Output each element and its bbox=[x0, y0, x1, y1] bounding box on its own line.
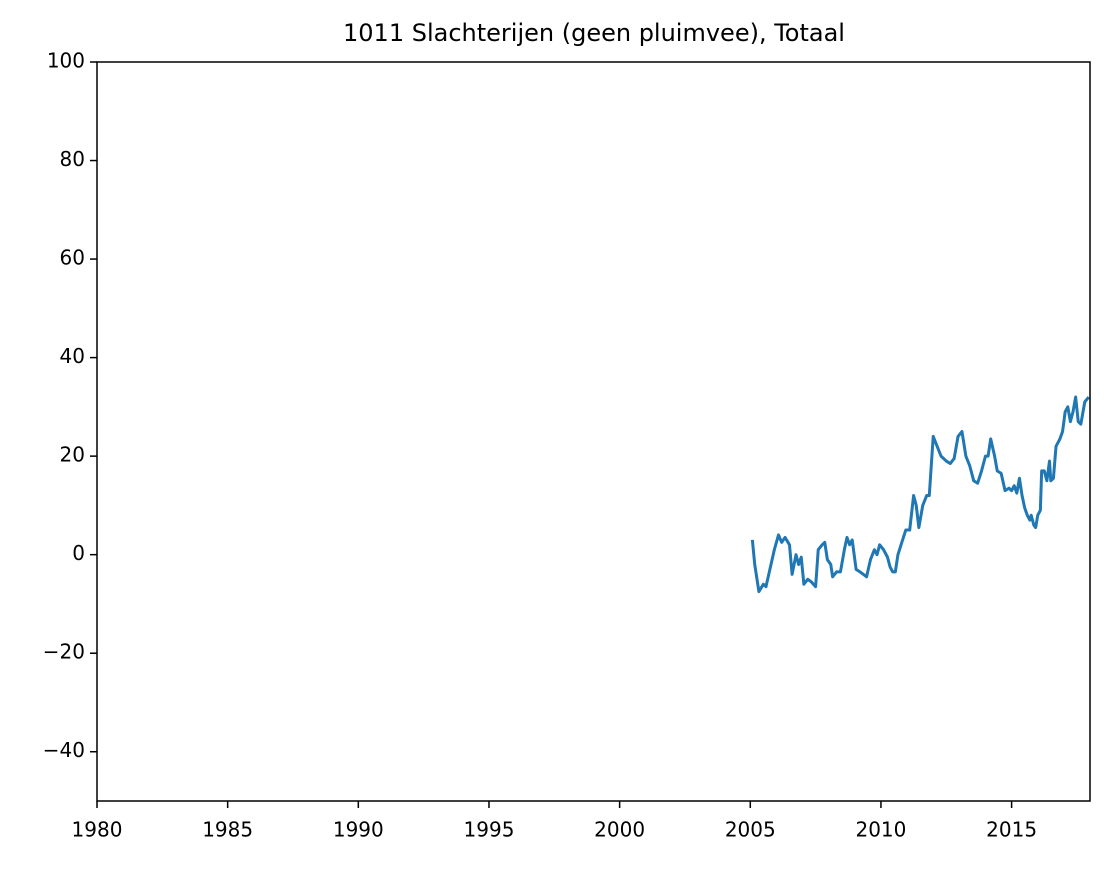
plot-frame bbox=[96, 61, 1091, 802]
x-tick-label: 2015 bbox=[986, 818, 1037, 842]
y-tick-label: 80 bbox=[60, 147, 85, 171]
y-tick-label: 100 bbox=[47, 49, 85, 73]
x-tick-label: 1990 bbox=[333, 818, 384, 842]
x-tick-label: 1985 bbox=[202, 818, 253, 842]
y-tick-label: 40 bbox=[60, 344, 85, 368]
y-tick-label: 60 bbox=[60, 246, 85, 270]
y-tick-label: −40 bbox=[43, 738, 85, 762]
y-tick-label: 0 bbox=[72, 541, 85, 565]
x-tick-label: 2000 bbox=[594, 818, 645, 842]
y-tick-label: −20 bbox=[43, 640, 85, 664]
chart-title: 1011 Slachterijen (geen pluimvee), Totaa… bbox=[343, 19, 845, 47]
x-tick-label: 1980 bbox=[72, 818, 123, 842]
y-tick-label: 20 bbox=[60, 443, 85, 467]
x-tick-label: 2010 bbox=[855, 818, 906, 842]
x-tick-label: 1995 bbox=[464, 818, 515, 842]
x-tick-label: 2005 bbox=[725, 818, 776, 842]
data-line bbox=[750, 395, 1090, 594]
